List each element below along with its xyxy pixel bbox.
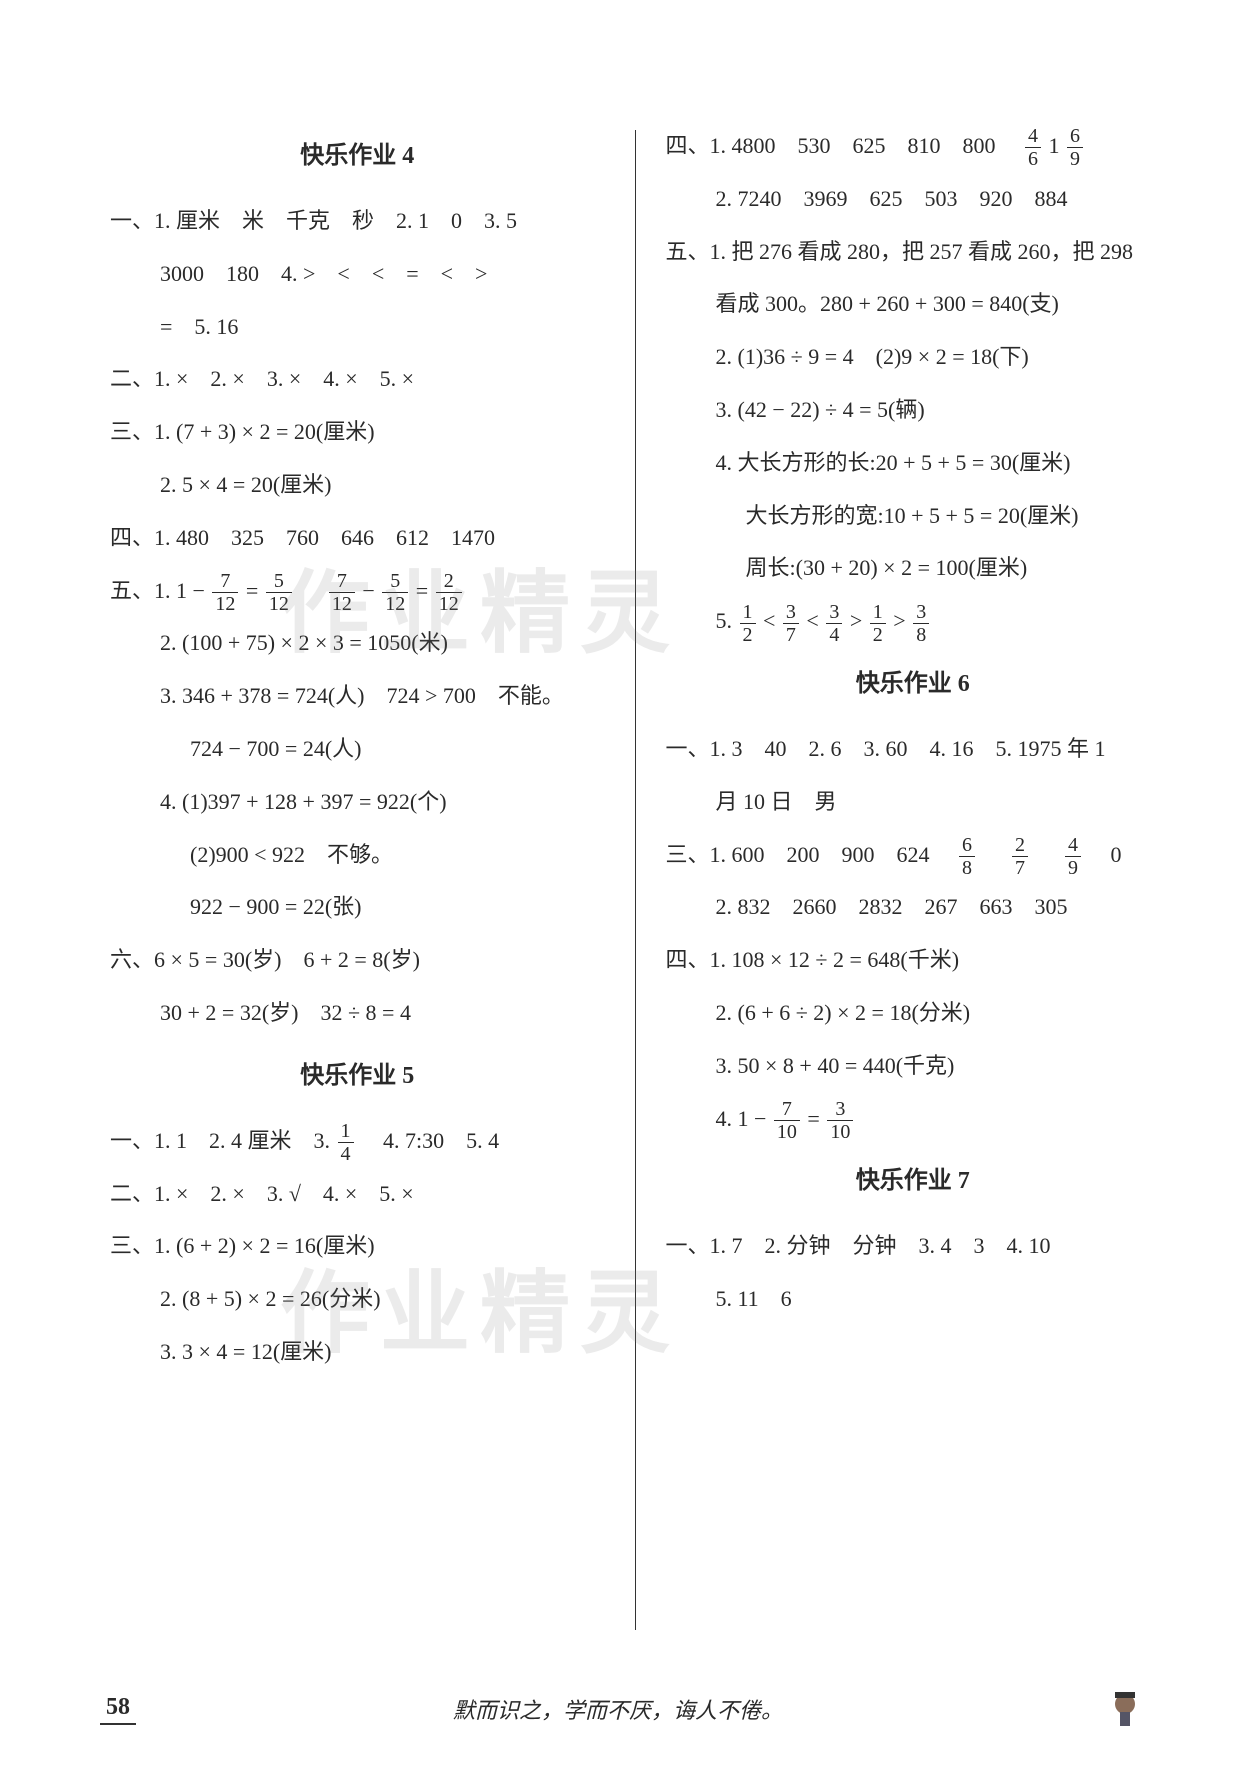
span: > — [893, 608, 905, 633]
span: > — [850, 608, 862, 633]
text-line: 2. 832 2660 2832 267 663 305 — [666, 881, 1161, 934]
text-line-frac: 四、1. 4800 530 625 810 800 46 1 69 — [666, 120, 1161, 173]
fraction: 212 — [436, 570, 462, 615]
fraction: 14 — [338, 1120, 354, 1165]
text-line-frac: 五、1. 1 − 712 = 512 712 − 512 = 212 — [110, 565, 605, 618]
span: < — [763, 608, 775, 633]
span: 0 — [1089, 842, 1122, 867]
fraction: 34 — [826, 601, 842, 646]
text-line: 3. 50 × 8 + 40 = 440(千克) — [666, 1040, 1161, 1093]
text-line: 3000 180 4. > < < = < > — [110, 248, 605, 301]
text-line: 二、1. × 2. × 3. √ 4. × 5. × — [110, 1168, 605, 1221]
fraction: 512 — [382, 570, 408, 615]
text-line: 2. (6 + 6 ÷ 2) × 2 = 18(分米) — [666, 987, 1161, 1040]
hw5-title: 快乐作业 5 — [110, 1055, 605, 1090]
span: 5. — [716, 608, 733, 633]
text-line: 3. (42 − 22) ÷ 4 = 5(辆) — [666, 384, 1161, 437]
span: 4. 1 − — [716, 1106, 767, 1131]
text-line: 三、1. (6 + 2) × 2 = 16(厘米) — [110, 1220, 605, 1273]
span: = — [807, 1106, 819, 1131]
span: 五、1. 1 − — [110, 578, 205, 603]
span: = — [246, 578, 258, 603]
span — [983, 842, 1005, 867]
span: 1 — [1049, 133, 1066, 158]
text-line: 724 − 700 = 24(人) — [110, 723, 605, 776]
text-line: 看成 300。280 + 260 + 300 = 840(支) — [666, 278, 1161, 331]
text-line: 3. 3 × 4 = 12(厘米) — [110, 1326, 605, 1379]
text-line-frac: 5. 12 < 37 < 34 > 12 > 38 — [666, 595, 1161, 648]
fraction: 68 — [959, 834, 975, 879]
span — [299, 578, 321, 603]
fraction: 46 — [1025, 125, 1041, 170]
text-line-frac: 三、1. 600 200 900 624 68 27 49 0 — [666, 829, 1161, 882]
text-line: 月 10 日 男 — [666, 776, 1161, 829]
page-number: 58 — [100, 1694, 136, 1725]
text-line: 2. 5 × 4 = 20(厘米) — [110, 459, 605, 512]
text-line: 一、1. 7 2. 分钟 分钟 3. 4 3 4. 10 — [666, 1220, 1161, 1273]
fraction: 712 — [212, 570, 238, 615]
text-line: 30 + 2 = 32(岁) 32 ÷ 8 = 4 — [110, 987, 605, 1040]
hw4-title: 快乐作业 4 — [110, 135, 605, 170]
text-line: 922 − 900 = 22(张) — [110, 881, 605, 934]
fraction: 512 — [266, 570, 292, 615]
fraction: 12 — [870, 601, 886, 646]
mascot-icon — [1100, 1684, 1150, 1734]
page-footer: 58 默而识之，学而不厌，诲人不倦。 — [0, 1684, 1250, 1734]
fraction: 712 — [329, 570, 355, 615]
text-line: 大长方形的宽:10 + 5 + 5 = 20(厘米) — [666, 490, 1161, 543]
fraction: 37 — [783, 601, 799, 646]
text-line: 2. (8 + 5) × 2 = 26(分米) — [110, 1273, 605, 1326]
fraction: 27 — [1012, 834, 1028, 879]
text-line: 六、6 × 5 = 30(岁) 6 + 2 = 8(岁) — [110, 934, 605, 987]
text-line: 4. 大长方形的长:20 + 5 + 5 = 30(厘米) — [666, 437, 1161, 490]
fraction: 710 — [774, 1098, 800, 1143]
fraction: 12 — [740, 601, 756, 646]
span: = — [416, 578, 428, 603]
two-column-layout: 快乐作业 4 一、1. 厘米 米 千克 秒 2. 1 0 3. 5 3000 1… — [100, 120, 1170, 1620]
left-column: 快乐作业 4 一、1. 厘米 米 千克 秒 2. 1 0 3. 5 3000 1… — [100, 120, 635, 1620]
text-line: 3. 346 + 378 = 724(人) 724 > 700 不能。 — [110, 670, 605, 723]
text-line: 五、1. 把 276 看成 280，把 257 看成 260，把 298 — [666, 226, 1161, 279]
span: 一、1. 1 2. 4 厘米 3. — [110, 1128, 330, 1153]
hw6-title: 快乐作业 6 — [666, 663, 1161, 698]
text-line: 四、1. 480 325 760 646 612 1470 — [110, 512, 605, 565]
text-line: 2. (1)36 ÷ 9 = 4 (2)9 × 2 = 18(下) — [666, 331, 1161, 384]
text-line-frac: 一、1. 1 2. 4 厘米 3. 14 4. 7:30 5. 4 — [110, 1115, 605, 1168]
right-column: 四、1. 4800 530 625 810 800 46 1 69 2. 724… — [636, 120, 1171, 1620]
footer-quote: 默而识之，学而不厌，诲人不倦。 — [136, 1693, 1100, 1725]
span — [1036, 842, 1058, 867]
span: 四、1. 4800 530 625 810 800 — [666, 133, 1018, 158]
text-line: 周长:(30 + 20) × 2 = 100(厘米) — [666, 542, 1161, 595]
text-line-frac: 4. 1 − 710 = 310 — [666, 1093, 1161, 1146]
span: − — [362, 578, 374, 603]
span: < — [806, 608, 818, 633]
text-line: 二、1. × 2. × 3. × 4. × 5. × — [110, 353, 605, 406]
span: 4. 7:30 5. 4 — [361, 1128, 499, 1153]
text-line: = 5. 16 — [110, 301, 605, 354]
text-line: 一、1. 厘米 米 千克 秒 2. 1 0 3. 5 — [110, 195, 605, 248]
fraction: 69 — [1067, 125, 1083, 170]
text-line: 三、1. (7 + 3) × 2 = 20(厘米) — [110, 406, 605, 459]
fraction: 310 — [827, 1098, 853, 1143]
text-line: 2. (100 + 75) × 2 × 3 = 1050(米) — [110, 617, 605, 670]
text-line: 2. 7240 3969 625 503 920 884 — [666, 173, 1161, 226]
hw7-title: 快乐作业 7 — [666, 1160, 1161, 1195]
text-line: 一、1. 3 40 2. 6 3. 60 4. 16 5. 1975 年 1 — [666, 723, 1161, 776]
fraction: 38 — [913, 601, 929, 646]
text-line: 四、1. 108 × 12 ÷ 2 = 648(千米) — [666, 934, 1161, 987]
text-line: 4. (1)397 + 128 + 397 = 922(个) — [110, 776, 605, 829]
span: 三、1. 600 200 900 624 — [666, 842, 952, 867]
text-line: (2)900 < 922 不够。 — [110, 829, 605, 882]
fraction: 49 — [1065, 834, 1081, 879]
text-line: 5. 11 6 — [666, 1273, 1161, 1326]
